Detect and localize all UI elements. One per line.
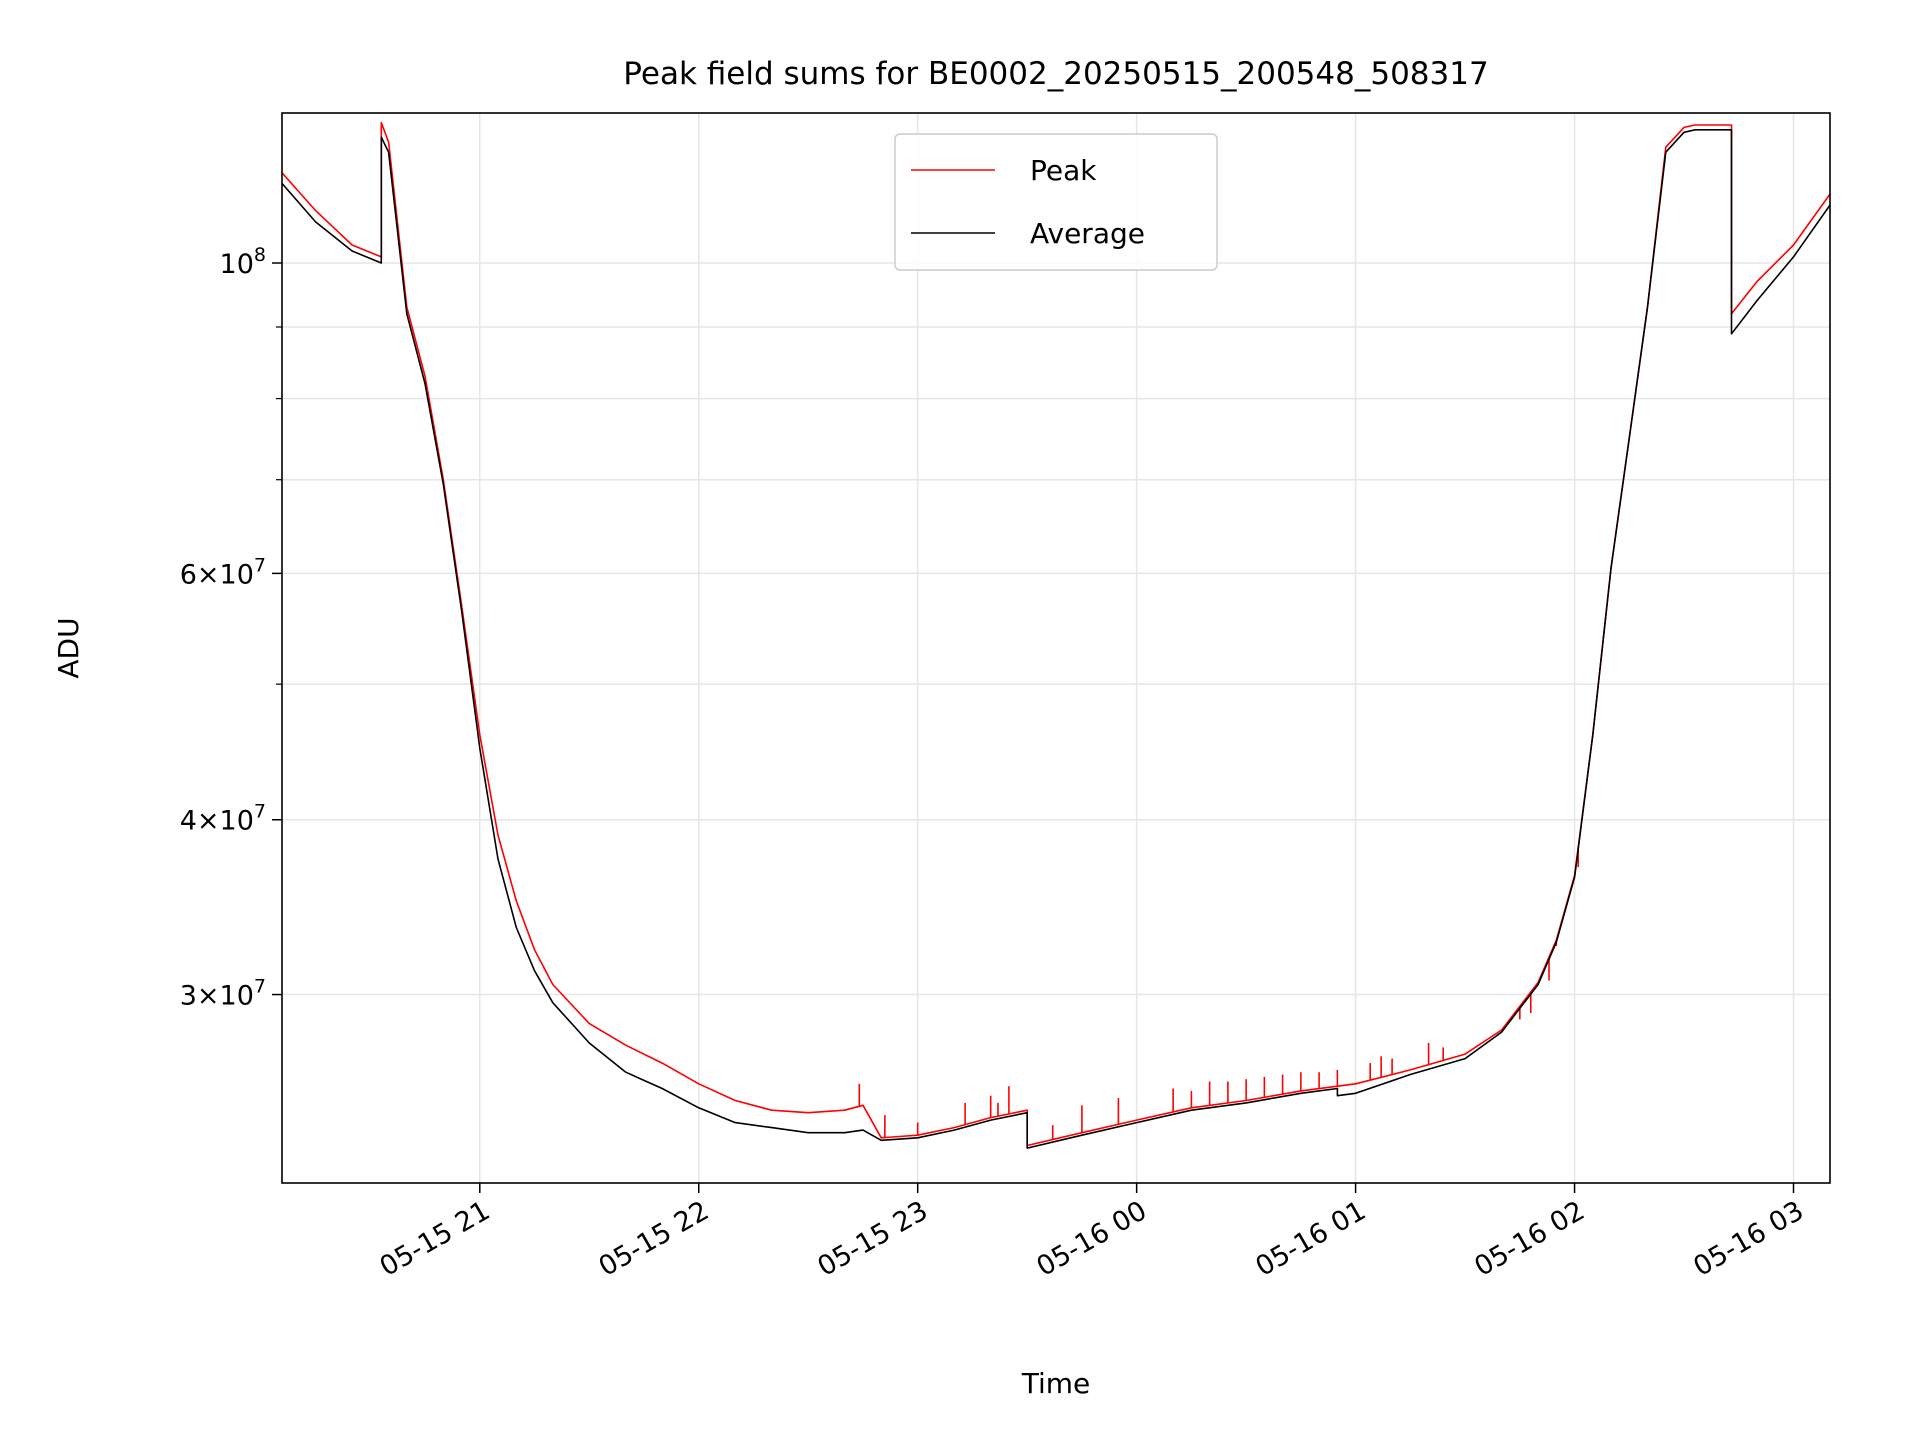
series-line xyxy=(282,129,1830,1149)
y-tick-label: 4×107 xyxy=(180,801,266,837)
y-axis: 3×107 4×107 6×107 108 xyxy=(180,244,282,1012)
y-tick-label: 6×107 xyxy=(180,554,266,590)
y-tick-label: 108 xyxy=(220,244,266,280)
x-axis-label: Time xyxy=(1021,1367,1091,1400)
series-layer xyxy=(282,121,1830,1149)
chart-title: Peak field sums for BE0002_20250515_2005… xyxy=(623,56,1488,92)
y-tick-label: 3×107 xyxy=(180,976,266,1012)
legend-box xyxy=(894,133,1218,271)
legend-label: Peak xyxy=(1030,154,1097,187)
legend-label: Average xyxy=(1030,217,1145,250)
plot-frame xyxy=(281,112,1831,1184)
legend: Peak Average xyxy=(894,133,1218,271)
series-average xyxy=(282,129,1830,1149)
y-axis-label: ADU xyxy=(52,617,85,678)
